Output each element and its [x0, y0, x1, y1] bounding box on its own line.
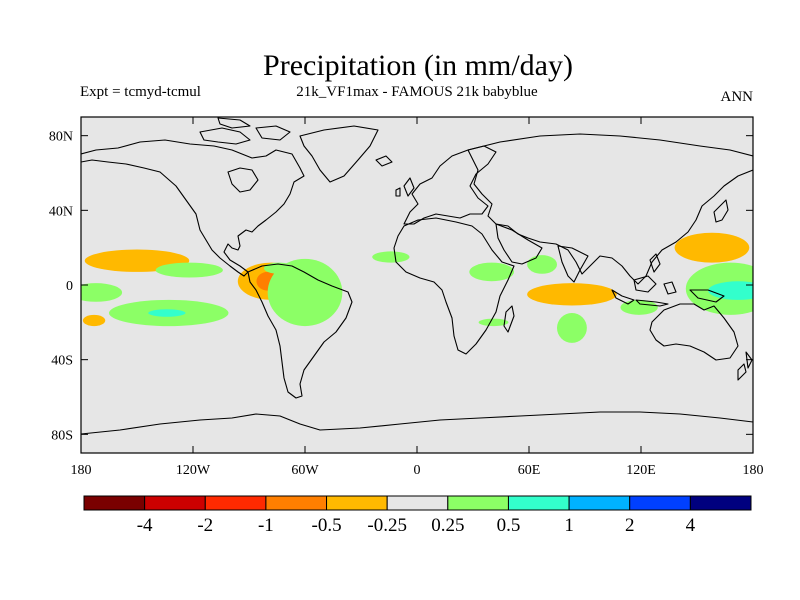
coastline-philippines — [649, 253, 661, 273]
colorbar-swatch — [447, 495, 509, 511]
colorbar-swatch — [326, 495, 388, 511]
anomaly-s-pacific-wet-core — [148, 309, 186, 317]
coastline-indonesia — [611, 275, 725, 307]
colorbar-swatch — [265, 495, 328, 511]
subtitle-left: Expt = tcmyd-tcmul — [80, 84, 201, 100]
coastline-europe — [403, 145, 497, 225]
map-background — [81, 117, 753, 453]
colorbar-label: 0.25 — [431, 515, 464, 536]
coastline-asia — [467, 133, 753, 285]
colorbar-label: 2 — [625, 515, 635, 536]
anomaly-se-pacific-dry — [82, 314, 106, 327]
y-tick-label: 40N — [49, 204, 73, 219]
colorbar-swatch — [507, 495, 570, 511]
x-tick-label: 180 — [71, 463, 92, 478]
x-tick-label: 60W — [291, 463, 319, 478]
subtitle-center: 21k_VF1max - FAMOUS 21k babyblue — [296, 84, 538, 100]
colorbar-swatch — [386, 495, 449, 511]
x-tick-label: 120E — [626, 463, 656, 478]
subtitle-right: ANN — [721, 89, 754, 105]
colorbar-label: -1 — [258, 515, 274, 536]
coastline-arabia — [495, 223, 543, 265]
x-tick-label: 60E — [518, 463, 541, 478]
anomaly-layer — [81, 232, 753, 343]
colorbar-swatch — [204, 495, 267, 511]
anomaly-n-atlantic-trop-wet — [372, 251, 410, 263]
coastline-india — [557, 245, 589, 283]
coastline-madagascar — [503, 305, 515, 333]
colorbar-label: 4 — [686, 515, 696, 536]
anomaly-central-pacific-wet — [155, 262, 223, 278]
anomaly-maritime-wet — [620, 299, 658, 315]
colorbar-swatch — [144, 495, 206, 511]
colorbar-swatch — [568, 495, 631, 511]
y-tick-label: 80S — [51, 428, 73, 443]
y-tick-label: 40S — [51, 354, 73, 369]
axis-ticks: 180 120W 60W 0 60E 120E 180 80N 40N 0 40S 80S — [49, 117, 764, 478]
coastline-japan — [713, 199, 729, 223]
y-tick-label: 80N — [49, 130, 73, 145]
colorbar-label: -0.5 — [312, 515, 342, 536]
colorbar-label: -2 — [197, 515, 213, 536]
colorbar-swatch — [689, 495, 752, 511]
anomaly-w-pacific-n-dry — [674, 232, 750, 263]
anomaly-e-africa-wet — [469, 262, 515, 282]
colorbar: -4 -2 -1 -0.5 -0.25 0.25 0.5 1 2 4 — [83, 495, 752, 536]
coastline-canadian-arctic — [199, 117, 291, 145]
coastline-africa — [393, 217, 515, 355]
coastline-north-america — [81, 139, 305, 277]
x-tick-label: 120W — [176, 463, 211, 478]
colorbar-label: 1 — [564, 515, 574, 536]
coastline-iceland — [375, 155, 393, 167]
coastline-british-isles — [395, 177, 415, 197]
anomaly-w-pacific-eq-wet — [81, 283, 123, 302]
anomaly-arabian-sea-wet — [527, 255, 557, 274]
coastline-greenland — [299, 125, 379, 183]
anomaly-madagascar-wet — [557, 313, 587, 343]
coastline-south-america — [247, 263, 353, 399]
chart-title: Precipitation (in mm/day) — [263, 49, 573, 82]
anomaly-amazon-wet — [267, 258, 343, 327]
anomaly-s-indian-wet — [478, 318, 509, 327]
anomaly-w-pacific-eq-wet-core — [708, 281, 753, 300]
colorbar-swatch — [629, 495, 691, 511]
coastlines — [81, 117, 753, 435]
coastline-hudson-bay — [227, 167, 259, 193]
anomaly-indian-ocean-dry — [527, 283, 617, 306]
colorbar-label: 0.5 — [497, 515, 521, 536]
x-tick-label: 0 — [414, 463, 421, 478]
y-tick-label: 0 — [66, 279, 73, 294]
colorbar-label: -0.25 — [367, 515, 407, 536]
x-tick-label: 180 — [743, 463, 764, 478]
coastline-antarctica — [81, 411, 753, 435]
colorbar-swatch — [83, 495, 146, 511]
colorbar-label: -4 — [137, 515, 153, 536]
coastline-australia — [649, 303, 739, 361]
